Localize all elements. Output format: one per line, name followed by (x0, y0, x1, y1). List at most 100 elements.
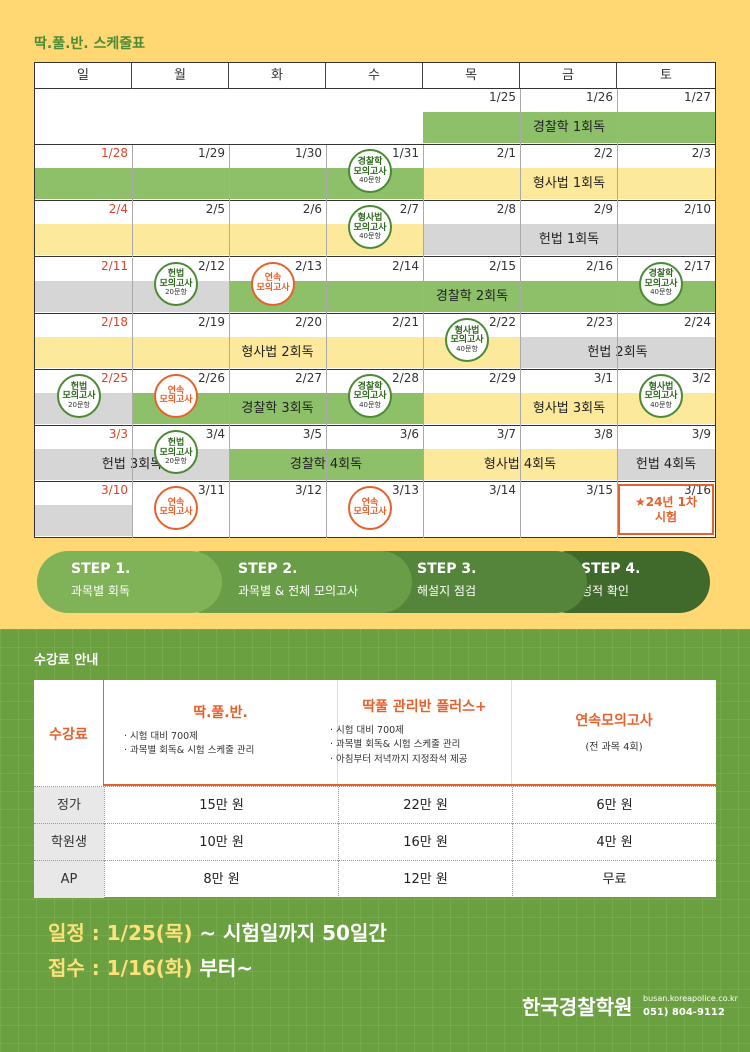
exam-label: 시험 (654, 509, 678, 524)
mock-exam-badge: 형사법 모의고사 40문항 (348, 205, 392, 250)
brand-site: busan.koreapolice.co.kr (643, 994, 738, 1003)
day-divider (617, 482, 618, 539)
day-divider (423, 257, 424, 314)
day-date: 2/5 (205, 202, 225, 217)
day-date: 2/25 (101, 371, 128, 385)
fee-row-student: 학원생 10만 원 16만 원 4만 원 (34, 823, 716, 861)
mock-exam-badge: 헌법 모의고사 20문항 (57, 374, 101, 418)
day-divider (617, 313, 618, 370)
day-date: 3/4 (205, 427, 225, 442)
day-divider (423, 482, 424, 539)
day-date: 2/19 (198, 314, 225, 329)
brand-contact: busan.koreapolice.co.kr 051) 804-9112 (643, 993, 738, 1020)
study-bar: 헌법 1회독 (423, 224, 715, 256)
calendar-week: 3/10 3/11 3/12 3/13 3/14 3/15 3/16 연속 모의고사 연속 모의고사… (35, 482, 715, 539)
day-divider (617, 426, 618, 483)
day-divider (520, 482, 521, 539)
day-date: 2/6 (302, 202, 322, 217)
day-divider (229, 370, 230, 426)
badge-line: 20문항 (165, 456, 187, 465)
day-divider (423, 145, 424, 202)
mock-exam-badge: 헌법 모의고사 20문항 (154, 261, 198, 306)
day-date: 2/9 (593, 202, 613, 217)
day-date: 3/11 (198, 483, 225, 498)
fee-value: 8만 원 (104, 861, 338, 898)
badge-line: 경찰학 (648, 269, 674, 280)
mock-exam-badge: 경찰학 모의고사 40문항 (348, 149, 392, 194)
day-divider (326, 370, 327, 426)
exam-day-box: ★24년 1차 시험 (618, 484, 714, 536)
day-date: 3/16 (684, 483, 711, 498)
mock-exam-badge: 형사법 모의고사 40문항 (445, 317, 489, 362)
day-date: 2/4 (108, 202, 128, 217)
badge-line: 헌법 (167, 438, 185, 449)
day-date: 2/3 (691, 146, 711, 161)
day-divider (617, 145, 618, 202)
badge-line: 모의고사 (644, 391, 678, 402)
fee-value: 4만 원 (512, 824, 716, 861)
day-divider (326, 426, 327, 483)
badge-line: 20문항 (68, 400, 90, 409)
day-date: 2/12 (198, 258, 225, 273)
mock-exam-badge: 경찰학 모의고사 40문항 (348, 374, 392, 418)
day-divider (617, 257, 618, 314)
day-divider (326, 145, 327, 202)
fee-label: 수강료 (49, 727, 88, 743)
day-date: 1/31 (392, 146, 419, 161)
registration-line: 접수 : 1/16(화) 부터~ (48, 956, 253, 980)
badge-line: 헌법 (70, 381, 88, 392)
weekday-sun: 일 (35, 63, 132, 89)
fee-value: 무료 (512, 861, 716, 898)
header-divider (104, 784, 716, 786)
fee-value: 16만 원 (338, 824, 512, 861)
badge-line: 40문항 (359, 232, 381, 241)
day-date: 3/3 (108, 427, 128, 442)
schedule-line: 일정 : 1/25(목) ~ 시험일까지 50일간 (48, 921, 387, 945)
study-bar (35, 505, 132, 537)
mock-exam-badge: 경찰학 모의고사 40문항 (639, 261, 683, 306)
fee-section: 수강료 안내 수강료 딱.풀.반. · 시험 대비 700제 · 과목별 회독&… (0, 629, 750, 1052)
calendar-week: 헌법 3회독 경찰학 4회독 형사법 4회독 헌법 4회독 3/3 3/4 3/5 3/6 3/… (35, 426, 715, 483)
fee-col-2-item: · 아침부터 저녁까지 지정좌석 제공 (330, 753, 468, 765)
badge-line: 40문항 (359, 400, 381, 409)
day-date: 3/5 (302, 427, 322, 442)
badge-line: 연속 (361, 497, 379, 508)
continuous-mock-exam-badge: 연속 모의고사 (348, 486, 392, 531)
day-divider (520, 201, 521, 258)
day-date: 1/27 (684, 90, 711, 104)
calendar-week: 경찰학 3회독 형사법 3회독 2/25 2/26 2/27 2/28 2/29 3/1 3/2… (35, 370, 715, 426)
calendar-week: 형사법 1회독 1/28 1/29 1/30 1/31 2/1 2/2 2/3 경찰학 모의고사 4… (35, 145, 715, 202)
weekday-thu: 목 (423, 63, 520, 89)
day-date: 2/1 (496, 146, 516, 161)
day-divider (520, 145, 521, 202)
day-date: 1/25 (489, 90, 516, 104)
day-divider (132, 426, 133, 483)
calendar-week: 경찰학 2회독 2/11 2/12 2/13 2/14 2/15 2/16 2/17 헌법 모의고… (35, 257, 715, 314)
exam-label: 24년 1차 (645, 494, 698, 509)
study-bar: 경찰학 1회독 (423, 112, 715, 143)
study-bar: 형사법 2회독 (35, 336, 520, 368)
fee-col-1: 딱.풀.반. · 시험 대비 700제 · 과목별 회독& 시험 스케줄 관리 (104, 680, 338, 786)
fee-row-label: AP (34, 861, 104, 898)
star-icon: ★ (634, 494, 646, 509)
day-date: 2/20 (295, 314, 322, 329)
label-divider (34, 680, 104, 786)
badge-line: 모의고사 (256, 282, 290, 293)
day-date: 3/9 (691, 427, 711, 442)
day-divider (132, 201, 133, 258)
day-divider (326, 313, 327, 370)
brand-name: 한국경찰학원 (522, 995, 633, 1019)
weekday-sat: 토 (660, 68, 672, 83)
study-bar: 헌법 4회독 (617, 449, 715, 481)
fee-col-3: 연속모의고사 (전 과목 4회) (512, 680, 716, 786)
fee-value: 10만 원 (104, 824, 338, 861)
day-divider (132, 145, 133, 202)
day-date: 3/8 (593, 427, 613, 442)
day-divider (326, 482, 327, 539)
day-date: 2/24 (684, 314, 711, 329)
day-divider (229, 426, 230, 483)
fee-table: 수강료 딱.풀.반. · 시험 대비 700제 · 과목별 회독& 시험 스케줄… (34, 680, 716, 898)
calendar-week: 형사법 2회독 헌법 2회독 2/18 2/19 2/20 2/21 2/22 2/23 2/2… (35, 313, 715, 370)
fee-row-label: 정가 (34, 787, 104, 824)
fee-value: 15만 원 (104, 787, 338, 824)
